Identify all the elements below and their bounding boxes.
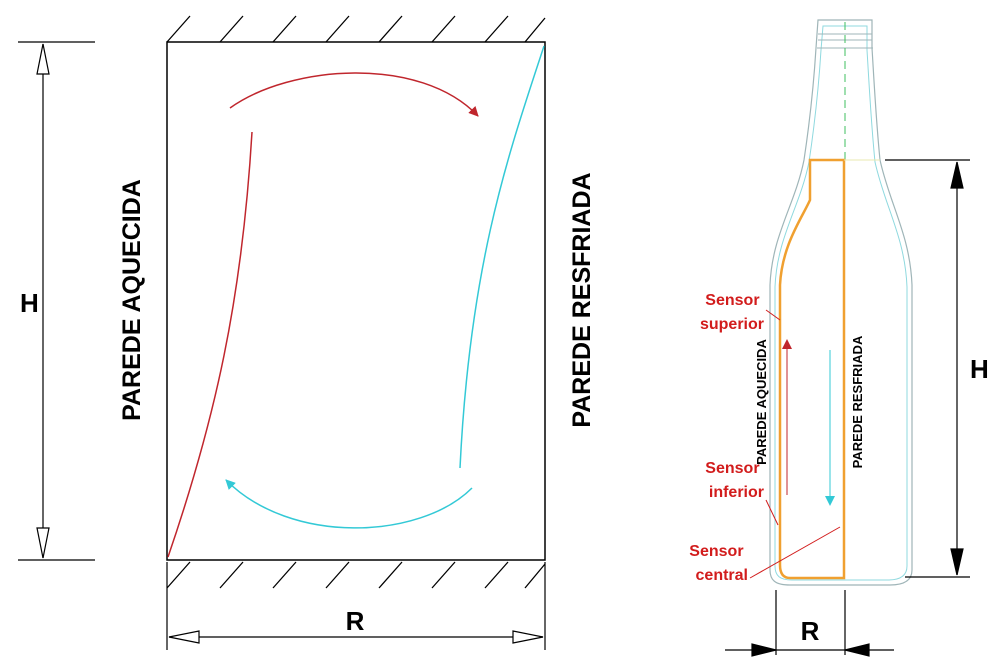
- liquid-region-outline: [778, 158, 846, 580]
- width-dimension: [166, 562, 546, 650]
- hot-boundary-layer: [167, 131, 253, 558]
- bottle-outline: [769, 19, 913, 586]
- top-wall-hatching: [166, 15, 546, 43]
- bottle-height-dimension: [885, 159, 970, 578]
- cavity-enclosure: [166, 41, 546, 561]
- bottle-inner-outline: [774, 25, 908, 581]
- cold-wall-label: PAREDE RESFRIADA: [568, 172, 596, 427]
- bottle-hot-wall-label: PAREDE AQUECIDA: [754, 339, 769, 465]
- sensor-center-label: Sensor central: [689, 543, 748, 584]
- cavity-diagram: H R PAREDE AQUECIDA PAREDE RESFRIADA: [18, 15, 596, 650]
- top-circulation-arrow: [229, 72, 479, 117]
- sensor-leaders: [749, 309, 841, 579]
- left-width-label: R: [346, 606, 365, 636]
- bottom-circulation-arrow: [225, 479, 473, 529]
- bottle-height-label: H: [970, 354, 989, 384]
- bottom-wall-hatching: [166, 561, 546, 589]
- bottle-diagram: Sensor superior Sensor inferior Sensor c…: [689, 19, 989, 657]
- hot-wall-label: PAREDE AQUECIDA: [118, 179, 146, 421]
- bottle-cold-wall-label: PAREDE RESFRIADA: [850, 335, 865, 468]
- left-height-label: H: [20, 288, 39, 318]
- sensor-top-label: Sensor superior: [700, 292, 764, 333]
- bottle-width-label: R: [801, 616, 820, 646]
- cold-boundary-layer: [459, 45, 545, 469]
- height-dimension: [18, 41, 95, 561]
- bottle-width-dimension: [725, 590, 894, 657]
- sensor-bottom-label: Sensor inferior: [705, 460, 764, 501]
